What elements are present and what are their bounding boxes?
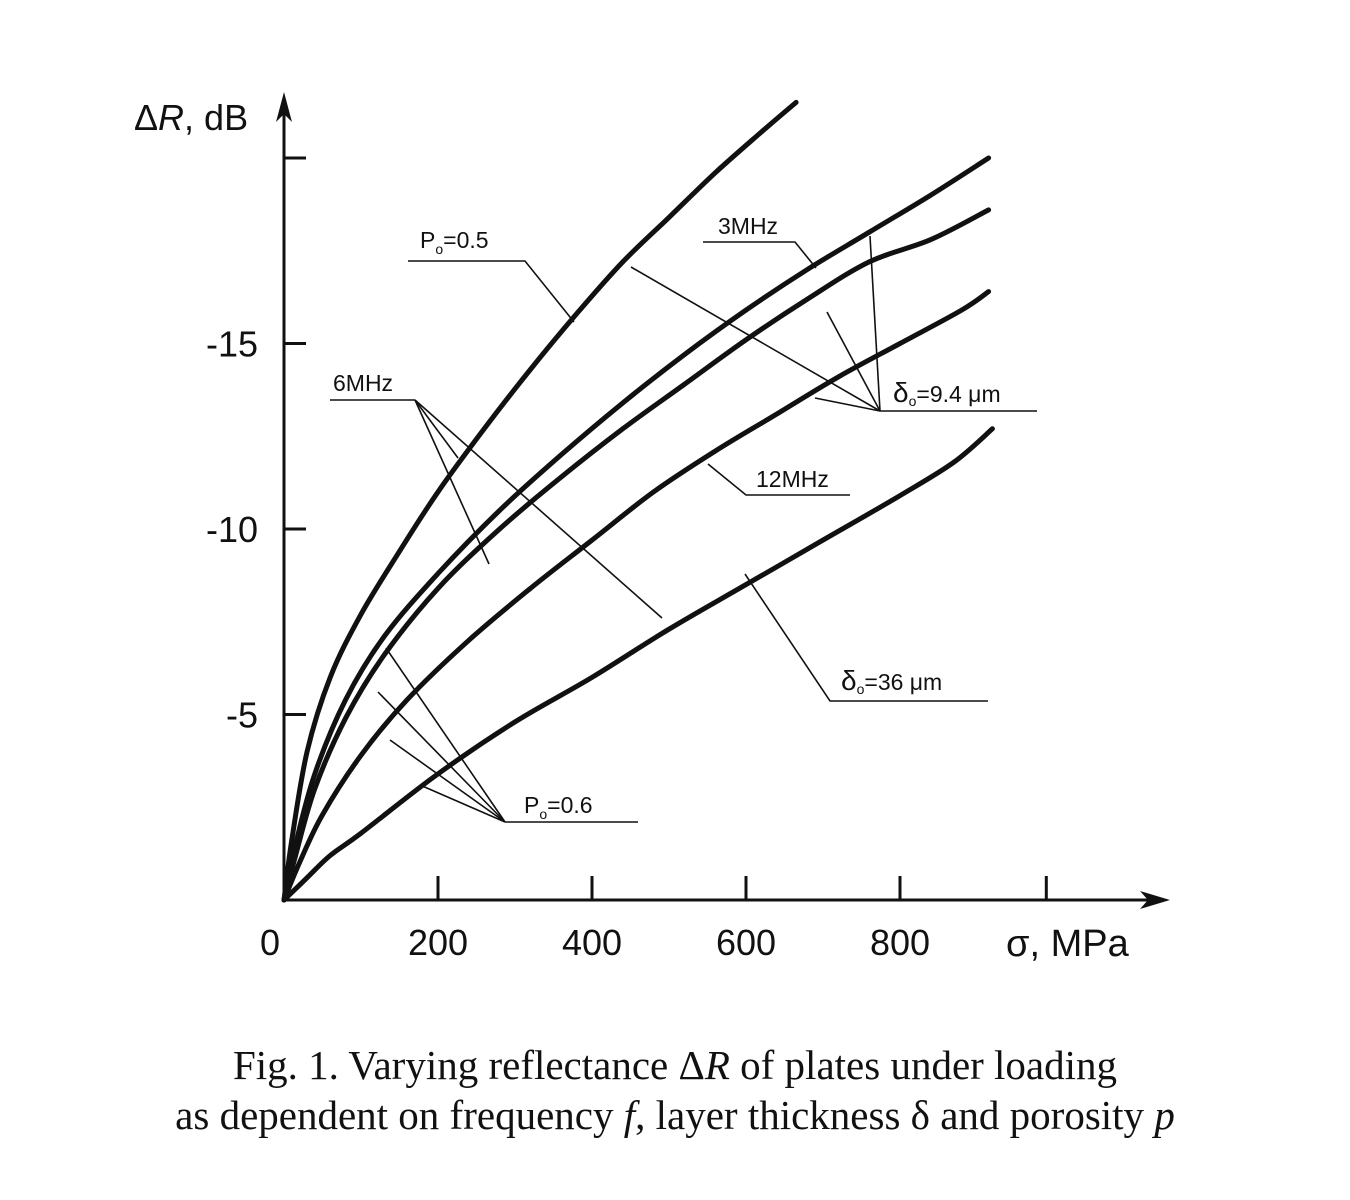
y-tick-label: -15: [206, 324, 258, 365]
series-line-2: [281, 155, 992, 903]
callout-leaders: [330, 235, 1037, 823]
label-p06: Po=0.6: [524, 792, 593, 822]
leader-p06-c: [389, 739, 506, 823]
x-axis-title: σ, MPa: [1006, 923, 1130, 965]
label-3mhz: 3MHz: [718, 213, 778, 239]
x-tick-label: 800: [870, 922, 930, 963]
axis-ticks: [284, 156, 1048, 900]
y-tick-label: -10: [206, 509, 258, 550]
series-group: [281, 99, 995, 903]
leader-d94-d: [814, 397, 881, 412]
series-line-4: [281, 289, 992, 903]
leader-6mhz-a: [414, 399, 490, 565]
leader-d94-b: [869, 235, 881, 412]
x-tick-label: 400: [562, 922, 622, 963]
y-axis-title-delta: Δ: [134, 97, 158, 138]
x-tick-label: 200: [408, 922, 468, 963]
callout-labels: Po=0.5 3MHz 6MHz δo=9.4 μm 12MHz δo=36 μ…: [333, 213, 1001, 822]
label-6mhz: 6MHz: [333, 370, 393, 396]
label-d94: δo=9.4 μm: [893, 377, 1001, 409]
caption-line-1: Fig. 1. Varying reflectance ΔR of plates…: [232, 1042, 1118, 1088]
leader-d94-a: [630, 266, 881, 412]
chart: 0 200 400 600 800-5-10-15 ΔR, dB σ, MPa Po=: [134, 92, 1170, 965]
y-axis-arrow: [276, 92, 292, 122]
series-line-1: [281, 99, 799, 903]
leader-p06-b: [377, 691, 506, 823]
label-p05: Po=0.5: [420, 227, 489, 257]
y-axis-title: ΔR, dB: [134, 97, 248, 138]
label-12mhz: 12MHz: [756, 466, 829, 492]
y-axis-title-unit: , dB: [184, 97, 248, 138]
y-axis-title-r: R: [158, 97, 184, 138]
y-tick-label: -5: [226, 695, 258, 736]
leader-d36: [744, 573, 988, 702]
series-line-5: [281, 426, 995, 903]
x-tick-label: 600: [716, 922, 776, 963]
axes: [276, 92, 1170, 909]
leader-6mhz-c: [414, 399, 663, 619]
axis-tick-labels: 0 200 400 600 800 -5 -10 -15: [206, 324, 930, 964]
x-axis-arrow: [1140, 891, 1170, 909]
figure-caption: Fig. 1. Varying reflectance ΔR of plates…: [0, 1040, 1350, 1140]
leader-12mhz: [707, 463, 850, 496]
leader-3mhz: [703, 241, 817, 269]
leader-d94-c: [826, 311, 881, 412]
leader-6mhz-b: [414, 399, 459, 459]
caption-line-2: as dependent on frequency f, layer thick…: [175, 1092, 1175, 1138]
series-line-3: [281, 207, 992, 903]
leader-p06-d: [419, 784, 506, 823]
leader-p06-a: [385, 647, 506, 823]
x-tick-label: 0: [260, 922, 280, 963]
leader-p05: [408, 260, 575, 323]
label-d36: δo=36 μm: [841, 665, 942, 697]
